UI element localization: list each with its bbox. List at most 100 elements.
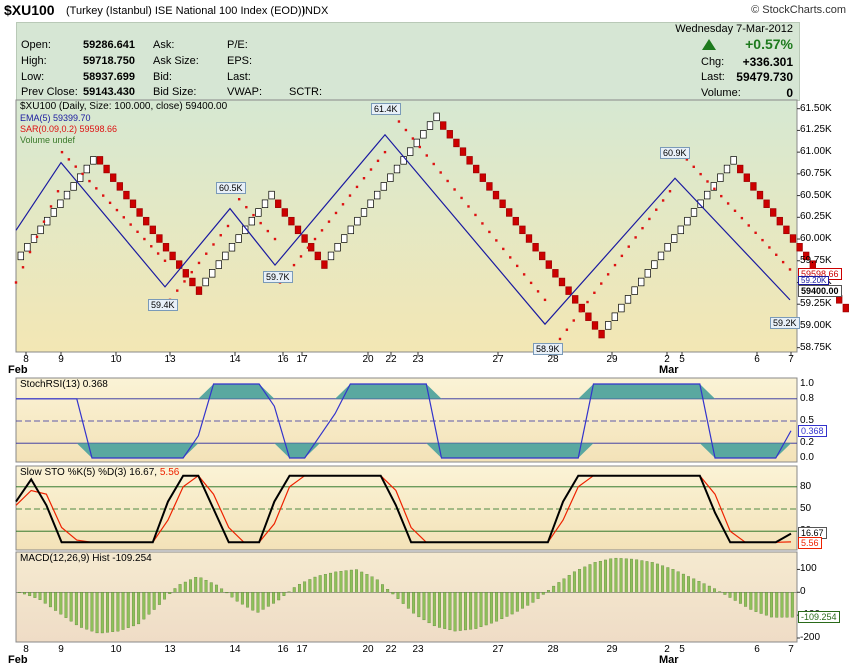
pf-box xyxy=(96,156,104,165)
macd-hist-bar xyxy=(266,592,270,607)
sar-dot xyxy=(163,259,167,262)
sar-dot xyxy=(67,158,71,161)
pf-box xyxy=(631,286,638,295)
sar-dot xyxy=(136,230,139,233)
rsi-tick-4: 0.0 xyxy=(800,452,814,463)
sar-dot xyxy=(369,168,373,171)
price-tick-10: 59.00K xyxy=(800,319,832,331)
high-value: 59718.750 xyxy=(83,55,135,67)
macd-hist-bar xyxy=(54,592,58,611)
x-tick-main-13: 2 xyxy=(664,354,670,365)
macd-hist-bar xyxy=(578,569,582,593)
pf-box xyxy=(202,277,209,287)
pivot-label-0: 61.4K xyxy=(371,103,401,116)
macd-hist-bar xyxy=(624,558,628,593)
sar-dot xyxy=(14,281,18,284)
pf-box xyxy=(671,234,678,243)
macd-hist-bar xyxy=(194,577,198,593)
pf-box xyxy=(492,190,500,200)
sar-dot xyxy=(320,229,324,232)
sar-dot xyxy=(95,187,98,190)
pf-box xyxy=(156,234,163,243)
pf-box xyxy=(83,164,90,174)
price-tick-7: 59.75K xyxy=(800,254,832,266)
slow-k-line xyxy=(15,474,792,544)
x-tick-bottom-10: 27 xyxy=(492,644,504,655)
pf-box xyxy=(57,199,64,208)
pf-box xyxy=(446,130,453,139)
x-tick-bottom-7: 20 xyxy=(362,644,374,655)
pf-box xyxy=(110,173,117,182)
macd-hist-bar xyxy=(365,574,369,593)
pf-box xyxy=(380,182,387,191)
macd-hist-bar xyxy=(458,592,462,631)
pf-box xyxy=(651,260,658,269)
x-tick-main-3: 13 xyxy=(164,354,176,365)
x-tick-bottom-8: 22 xyxy=(385,644,397,655)
pf-box xyxy=(374,190,381,200)
macd-hist-bar xyxy=(775,592,779,618)
pf-box xyxy=(532,243,539,252)
sar-dot xyxy=(190,270,193,274)
sar-dot xyxy=(692,165,695,169)
macd-hist-bar xyxy=(189,579,192,593)
macd-hist-bar xyxy=(111,592,115,632)
macd-hist-bar xyxy=(562,578,566,593)
sar-dot xyxy=(362,177,366,180)
pivot-label-3: 59.4K xyxy=(148,299,178,312)
macd-hist-bar xyxy=(381,584,384,593)
site-credit[interactable]: © StockCharts.com xyxy=(751,4,846,16)
pivot-label-4: 58.9K xyxy=(533,342,563,355)
sar-dot xyxy=(81,172,84,176)
sar-dot xyxy=(565,328,569,331)
macd-hist-bar xyxy=(261,592,265,610)
macd-hist-bar xyxy=(17,592,21,593)
ema-legend: EMA(5) 59399.70 xyxy=(20,113,91,123)
pf-box xyxy=(684,216,691,226)
macd-hist-bar xyxy=(251,592,255,611)
pf-box xyxy=(367,199,374,208)
sar-dot xyxy=(183,280,186,283)
pf-box xyxy=(710,182,717,191)
pf-box xyxy=(334,243,341,252)
sar-dot xyxy=(453,188,456,191)
macd-hist-bar xyxy=(630,558,633,593)
macd-hist-bar xyxy=(297,584,301,593)
index-name: (Turkey (Istanbul) ISE National 100 Inde… xyxy=(66,5,306,17)
macd-hist-bar xyxy=(635,559,639,593)
pf-box xyxy=(50,208,57,217)
x-tick-bottom-6: 17 xyxy=(296,644,308,655)
pf-box xyxy=(281,208,288,217)
x-tick-bottom-0: 8 xyxy=(23,644,29,655)
pf-box xyxy=(618,303,625,313)
sar-dot xyxy=(205,252,208,255)
macd-tick-3: -200 xyxy=(800,632,821,643)
panel-main xyxy=(15,99,798,353)
macd-hist-bar xyxy=(126,592,130,628)
x-tick-main-7: 20 xyxy=(362,354,374,365)
pf-box xyxy=(17,251,24,261)
pf-box xyxy=(690,208,698,217)
macd-hist-bar xyxy=(43,592,47,604)
macd-hist-bar xyxy=(432,592,436,627)
sar-dot xyxy=(720,194,723,198)
bid-label: Bid: xyxy=(153,71,172,83)
macd-hist-bar xyxy=(116,592,120,632)
sar-dot xyxy=(641,226,644,230)
macd-hist-bar xyxy=(85,592,89,630)
macd-hist-bar xyxy=(142,592,146,620)
pf-box xyxy=(228,243,236,252)
macd-hist-bar xyxy=(401,592,405,604)
macd-hist-bar xyxy=(131,592,135,627)
pf-box xyxy=(545,260,552,269)
macd-hist-bar xyxy=(744,592,748,607)
sar-dot xyxy=(341,203,345,206)
macd-hist-bar xyxy=(329,572,333,593)
macd-hist-bar xyxy=(484,592,488,626)
macd-hist-bar xyxy=(168,592,172,595)
sar-dot xyxy=(226,224,230,228)
pf-box xyxy=(558,277,566,287)
macd-hist-bar xyxy=(48,592,52,608)
sar-dot xyxy=(502,247,505,251)
macd-hist-bar xyxy=(593,562,597,593)
